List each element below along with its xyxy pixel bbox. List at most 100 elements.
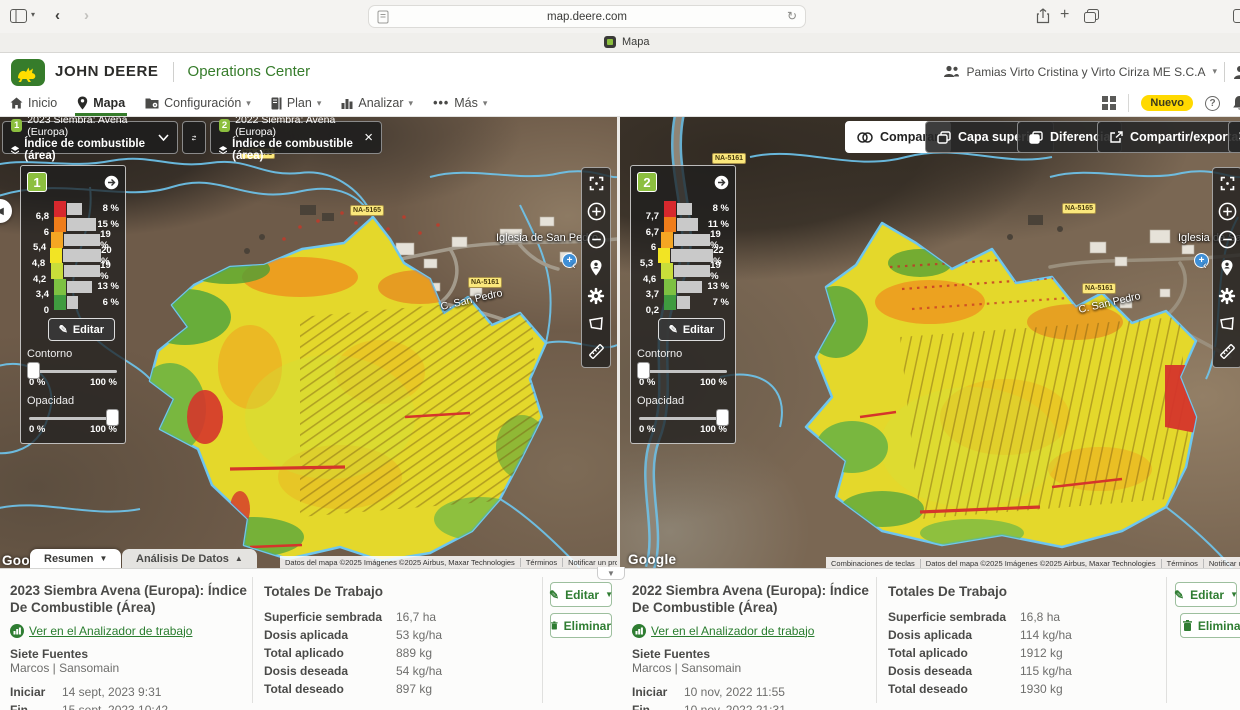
totals-row: Total aplicado 889 kg bbox=[264, 645, 433, 660]
pencil-icon: ✎ bbox=[549, 587, 560, 602]
browser-tab-mapa[interactable]: Mapa bbox=[604, 36, 650, 48]
whats-new-badge[interactable]: Nuevo bbox=[1141, 95, 1193, 111]
editar-button[interactable]: ✎ Editar ▼ bbox=[1174, 582, 1238, 607]
pencil-icon: ✎ bbox=[1174, 587, 1185, 602]
opacidad-slider[interactable] bbox=[29, 409, 119, 427]
close-icon[interactable]: × bbox=[364, 129, 373, 146]
contorno-slider[interactable] bbox=[27, 362, 117, 380]
tab-resumen[interactable]: Resumen ▼ bbox=[30, 549, 122, 568]
road-badge: NA-5165 bbox=[350, 205, 385, 216]
totals-row: Total aplicado 1912 kg bbox=[888, 645, 1063, 660]
legend-color bbox=[54, 201, 66, 217]
nav-inicio[interactable]: Inicio bbox=[0, 90, 67, 116]
totals-row: Dosis aplicada 53 kg/ha bbox=[264, 627, 443, 642]
road-badge: NA-5165 bbox=[1062, 203, 1097, 214]
reload-icon[interactable]: ↻ bbox=[786, 9, 797, 23]
nav-configuracion[interactable]: Configuración ▾ bbox=[135, 90, 261, 116]
zoom-in-icon[interactable] bbox=[587, 202, 606, 221]
account-icon[interactable] bbox=[1232, 64, 1240, 80]
draw-polygon-icon[interactable] bbox=[587, 314, 606, 333]
sidebar-chevron-icon[interactable]: ▾ bbox=[31, 10, 36, 19]
zoom-out-icon[interactable] bbox=[587, 230, 606, 249]
draw-polygon-icon[interactable] bbox=[1218, 314, 1237, 333]
source-title: Siete Fuentes bbox=[632, 646, 711, 661]
report-link[interactable]: Notificar un problema de Maps bbox=[562, 557, 617, 567]
apps-grid-icon[interactable] bbox=[1102, 96, 1117, 110]
eliminar-button[interactable]: Eliminar bbox=[550, 613, 612, 638]
legend-editar-button[interactable]: ✎ Editar bbox=[657, 318, 725, 342]
report-link[interactable]: Notificar un problema de M bbox=[1202, 558, 1240, 568]
pegman-location-icon[interactable] bbox=[587, 258, 606, 277]
totals-row: Superficie sembrada 16,7 ha bbox=[264, 609, 437, 624]
url-bar[interactable]: map.deere.com ↻ bbox=[368, 5, 806, 28]
eliminar-button[interactable]: Eliminar bbox=[1180, 613, 1240, 638]
pegman-collapse-chevron[interactable]: ‹ bbox=[572, 260, 576, 272]
pane-badge: 2 bbox=[637, 172, 657, 192]
contorno-slider[interactable] bbox=[637, 362, 727, 380]
details-section-left: 2023 Siembra Avena (Europa): Índice De C… bbox=[0, 569, 617, 710]
compartir-exportar-button[interactable]: Compartir/exportar bbox=[1097, 121, 1240, 153]
map-settings-gear-icon[interactable] bbox=[587, 286, 606, 305]
tab-overview-icon[interactable] bbox=[1084, 9, 1099, 23]
satellite-canvas-left bbox=[0, 157, 617, 568]
zoom-out-icon[interactable] bbox=[1218, 230, 1237, 249]
organization-name: Pamias Virto Cristina y Virto Ciriza ME … bbox=[966, 64, 1206, 79]
panel-expand-button[interactable]: ◀ bbox=[0, 199, 12, 223]
collapse-legend-icon[interactable] bbox=[714, 175, 729, 190]
share-icon[interactable] bbox=[1036, 8, 1050, 24]
favicon bbox=[604, 36, 616, 48]
keyboard-shortcuts-link[interactable]: Combinaciones de teclas bbox=[831, 558, 915, 568]
back-button[interactable]: ‹ bbox=[55, 7, 60, 24]
analyzer-link[interactable]: Ver en el Analizador de trabajo bbox=[10, 623, 248, 638]
comparar-button[interactable]: Comparar bbox=[845, 121, 952, 153]
app-title: Operations Center bbox=[187, 63, 311, 80]
measure-ruler-icon[interactable] bbox=[587, 342, 606, 361]
close-compare-button[interactable]: × bbox=[1228, 121, 1240, 153]
new-tab-icon[interactable]: + bbox=[1060, 6, 1070, 23]
road-badge: NA-5161 bbox=[712, 153, 747, 164]
sidebar-toggle-icon[interactable] bbox=[10, 9, 27, 23]
swap-layers-button[interactable] bbox=[182, 121, 206, 154]
editar-button[interactable]: ✎ Editar ▼ bbox=[549, 582, 613, 607]
terms-link[interactable]: Términos bbox=[519, 557, 562, 567]
window-copy-icon[interactable] bbox=[1233, 9, 1240, 23]
setup-icon bbox=[145, 98, 159, 109]
contorno-label: Contorno bbox=[637, 348, 683, 361]
road-badge: NA-5161 bbox=[468, 277, 503, 288]
pegman-location-icon[interactable] bbox=[1218, 258, 1237, 277]
trash-icon bbox=[551, 621, 558, 630]
opacidad-label: Opacidad bbox=[27, 395, 75, 408]
nav-plan[interactable]: Plan ▾ bbox=[261, 90, 332, 116]
nav-analizar[interactable]: Analizar ▾ bbox=[331, 90, 423, 116]
opacidad-label: Opacidad bbox=[637, 395, 685, 408]
analyzer-link[interactable]: Ver en el Analizador de trabajo bbox=[632, 623, 872, 638]
nav-mas[interactable]: ••• Más ▾ bbox=[433, 96, 488, 110]
terms-link[interactable]: Términos bbox=[1160, 558, 1203, 568]
collapse-legend-icon[interactable] bbox=[104, 175, 119, 190]
layer-chip-right[interactable]: 2 2022 Siembra: Avena (Europa) Índice de … bbox=[210, 117, 382, 162]
org-selector[interactable]: Pamias Virto Cristina y Virto Ciriza ME … bbox=[943, 61, 1240, 82]
satellite-canvas-right bbox=[644, 117, 1240, 568]
fullscreen-icon[interactable] bbox=[587, 174, 606, 193]
map-settings-gear-icon[interactable] bbox=[1218, 286, 1237, 305]
opacidad-slider[interactable] bbox=[639, 409, 729, 427]
fullscreen-icon[interactable] bbox=[1218, 174, 1237, 193]
panel-collapse-handle[interactable]: ▼ bbox=[597, 567, 625, 580]
forward-button[interactable]: › bbox=[84, 7, 89, 24]
section-divider bbox=[876, 577, 877, 703]
zoom-in-icon[interactable] bbox=[1218, 202, 1237, 221]
totals-row: Dosis deseada 54 kg/ha bbox=[264, 663, 443, 678]
google-watermark: Google bbox=[628, 552, 677, 567]
layer-chip-left[interactable]: 1 2023 Siembra: Avena (Europa) Índice de … bbox=[2, 117, 178, 162]
nav-mapa[interactable]: Mapa bbox=[67, 90, 135, 116]
trash-icon bbox=[1182, 620, 1192, 631]
measure-ruler-icon[interactable] bbox=[1218, 342, 1237, 361]
notifications-bell-icon[interactable] bbox=[1232, 95, 1240, 111]
tab-analisis-datos[interactable]: Análisis De Datos ▲ bbox=[122, 549, 257, 568]
chevron-down-icon[interactable] bbox=[158, 134, 169, 141]
tab-title: Mapa bbox=[622, 36, 650, 48]
legend-editar-button[interactable]: ✎ Editar bbox=[47, 318, 115, 342]
help-icon[interactable]: ? bbox=[1205, 95, 1220, 111]
pegman-collapse-chevron[interactable]: ‹ bbox=[1203, 260, 1207, 272]
